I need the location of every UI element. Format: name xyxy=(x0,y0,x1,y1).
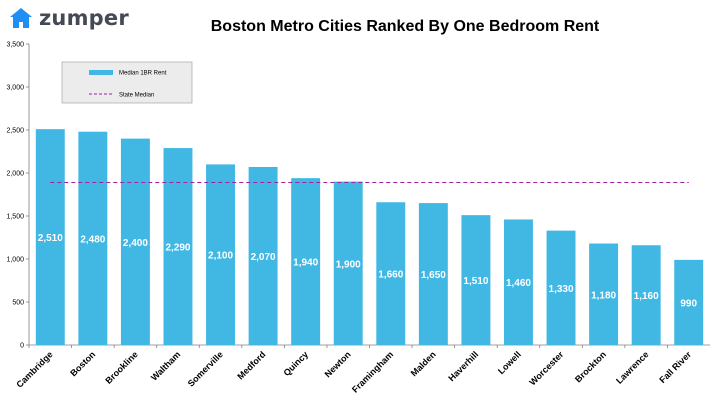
x-tick-label: Brockton xyxy=(573,349,608,384)
bar xyxy=(376,202,406,345)
bar-data-label: 2,100 xyxy=(208,251,233,262)
y-tick-label: 0 xyxy=(20,343,24,350)
bar xyxy=(674,259,704,345)
bar xyxy=(248,166,278,345)
y-tick-label: 1,000 xyxy=(6,257,24,264)
x-tick-label: Cambridge xyxy=(14,349,54,389)
bar-data-label: 990 xyxy=(680,298,697,309)
x-tick-label: Quincy xyxy=(281,349,310,378)
bar xyxy=(163,148,193,345)
x-tick-label: Medford xyxy=(235,349,267,381)
x-tick-label: Malden xyxy=(409,349,438,378)
x-tick-label: Brookline xyxy=(103,349,139,385)
bar-data-label: 2,400 xyxy=(123,238,148,249)
bar-data-label: 1,940 xyxy=(293,258,318,269)
x-tick-label: Fall River xyxy=(657,349,693,385)
bar-data-label: 1,330 xyxy=(549,284,574,295)
y-tick-label: 2,000 xyxy=(6,171,24,178)
bar-data-label: 2,480 xyxy=(80,234,105,245)
bar xyxy=(120,138,150,345)
bar xyxy=(546,230,576,345)
y-tick-label: 2,500 xyxy=(6,128,24,135)
x-tick-label: Waltham xyxy=(149,349,182,382)
y-tick-label: 1,500 xyxy=(6,214,24,221)
bar-data-label: 2,070 xyxy=(251,252,276,263)
bar-data-label: 1,160 xyxy=(634,291,659,302)
bar-data-label: 2,290 xyxy=(165,243,190,254)
bar xyxy=(461,215,491,345)
bar-data-label: 1,180 xyxy=(591,290,616,301)
bar-data-label: 1,510 xyxy=(463,276,488,287)
bar xyxy=(631,245,661,345)
y-tick-label: 3,500 xyxy=(6,42,24,49)
bar xyxy=(418,203,448,345)
bar-data-label: 1,660 xyxy=(378,270,403,281)
x-tick-label: Somerville xyxy=(186,349,225,388)
legend-label-median: State Median xyxy=(119,93,154,99)
x-tick-label: Lowell xyxy=(496,349,523,376)
y-tick-label: 500 xyxy=(12,300,24,307)
x-tick-label: Newton xyxy=(323,349,353,379)
x-tick-label: Boston xyxy=(68,349,97,378)
x-tick-label: Lawrence xyxy=(614,349,650,385)
bar xyxy=(206,164,236,345)
x-tick-label: Worcester xyxy=(527,349,565,387)
house-icon xyxy=(10,8,32,28)
bar xyxy=(503,219,533,345)
bar xyxy=(35,129,65,345)
legend-swatch-bar xyxy=(89,70,113,75)
legend-box xyxy=(61,61,193,104)
brand-name: zumper xyxy=(39,6,129,30)
brand-logo: zumper xyxy=(8,6,129,30)
x-tick-label: Haverhill xyxy=(446,349,480,383)
chart-title: Boston Metro Cities Ranked By One Bedroo… xyxy=(210,18,600,35)
x-tick-label: Framingham xyxy=(350,349,395,394)
bar xyxy=(291,178,321,345)
bar-data-label: 2,510 xyxy=(38,233,63,244)
bar xyxy=(78,131,108,345)
legend-label-series: Median 1BR Rent xyxy=(119,71,167,77)
y-tick-label: 3,000 xyxy=(6,85,24,92)
bar-data-label: 1,460 xyxy=(506,278,531,289)
bar xyxy=(333,181,363,345)
bar xyxy=(589,243,619,345)
bar-data-label: 1,650 xyxy=(421,270,446,281)
bar-data-label: 1,900 xyxy=(336,259,361,270)
